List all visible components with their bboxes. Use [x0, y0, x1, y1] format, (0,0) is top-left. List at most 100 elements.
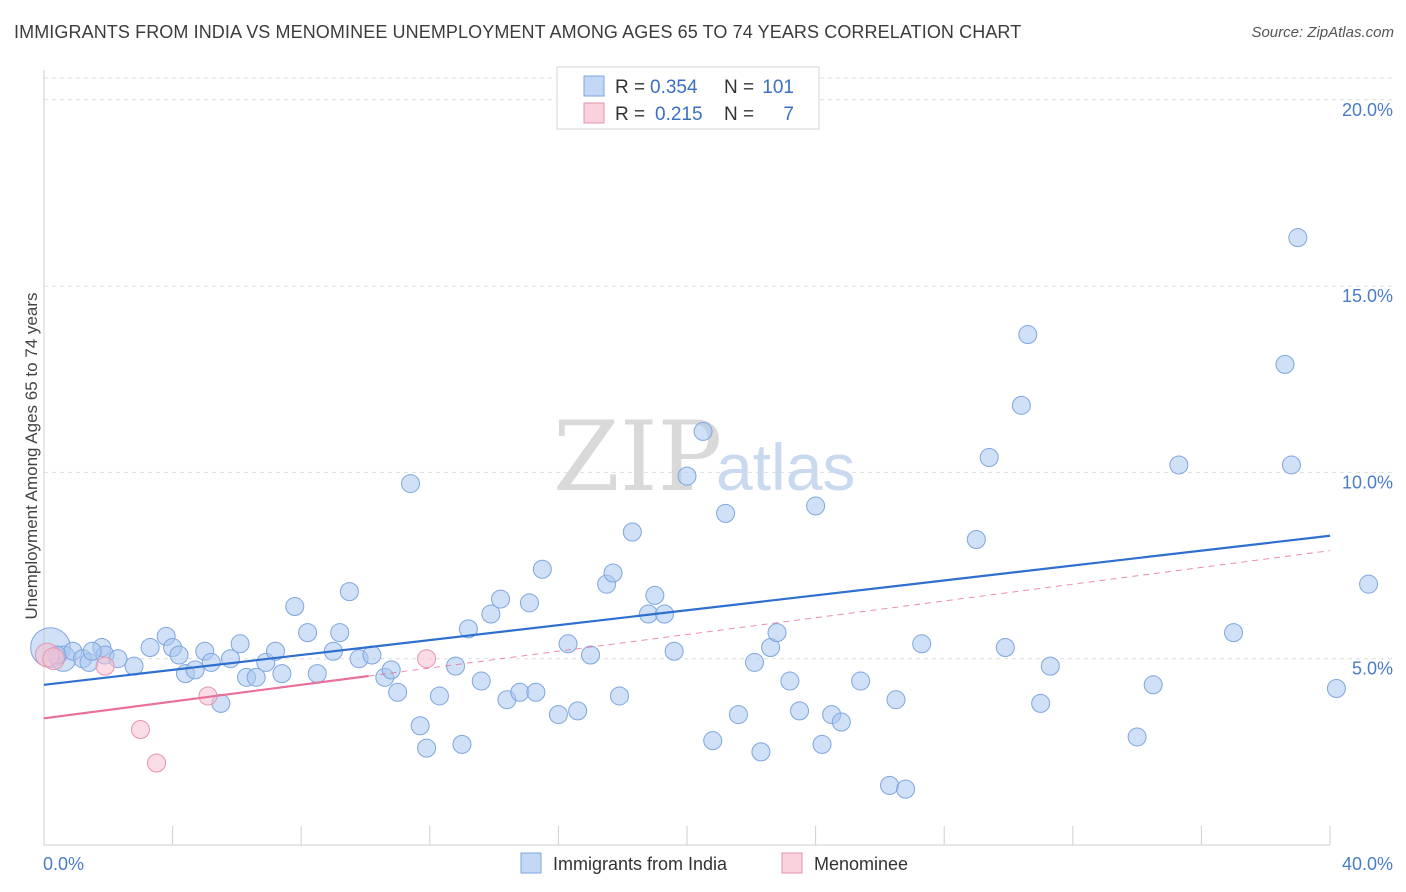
india-point-9 [124, 656, 144, 676]
india-point-61 [645, 585, 665, 605]
legend-box: R = 0.354 N = 101 R = 0.215 N = 7 [556, 66, 820, 130]
india-point-98 [1326, 679, 1346, 699]
bottom-legend-label-menominee: Menominee [814, 854, 908, 874]
india-point-10 [140, 638, 160, 658]
india-point-26 [285, 597, 305, 617]
india-point-65 [693, 421, 713, 441]
legend-n-value-1: 101 [762, 77, 794, 98]
india-point-80 [880, 775, 900, 795]
india-point-55 [581, 645, 601, 665]
legend-n-value-2: 7 [783, 104, 794, 125]
india-point-70 [751, 742, 771, 762]
y-tick-label-2: 15.0% [1342, 286, 1393, 306]
india-point-50 [526, 682, 546, 702]
india-point-59 [622, 522, 642, 542]
india-point-92 [1143, 675, 1163, 695]
india-point-89 [1031, 693, 1051, 713]
india-point-52 [548, 705, 568, 725]
india-point-31 [339, 582, 359, 602]
india-point-66 [703, 731, 723, 751]
bottom-legend: Immigrants from India Menominee [520, 852, 908, 874]
india-point-45 [481, 604, 501, 624]
india-point-91 [1127, 727, 1147, 747]
legend-n-label-2: N = [724, 104, 754, 125]
india-point-79 [851, 671, 871, 691]
legend-swatch-blue [583, 75, 605, 97]
india-point-81 [886, 690, 906, 710]
india-point-43 [458, 619, 478, 639]
menominee-point-3 [147, 753, 167, 773]
india-point-82 [896, 779, 916, 799]
bottom-legend-swatch-india [520, 852, 542, 874]
bottom-legend-label-india: Immigrants from India [553, 854, 728, 874]
india-point-27 [298, 623, 318, 643]
india-point-48 [510, 682, 530, 702]
india-point-28 [307, 664, 327, 684]
india-point-88 [1018, 325, 1038, 345]
y-tick-label-0: 5.0% [1352, 659, 1393, 679]
india-point-33 [362, 645, 382, 665]
y-tick-labels: 5.0% 10.0% 15.0% 20.0% [1342, 100, 1393, 679]
india-point-30 [330, 623, 350, 643]
menominee-point-6 [417, 649, 437, 669]
india-point-40 [429, 686, 449, 706]
series-menominee-points [35, 642, 437, 773]
india-point-67 [716, 503, 736, 523]
india-point-86 [995, 638, 1015, 658]
india-point-25 [272, 664, 292, 684]
india-point-83 [912, 634, 932, 654]
india-point-69 [745, 652, 765, 672]
legend-r-value-1: 0.354 [650, 77, 698, 98]
india-point-97 [1288, 228, 1308, 248]
watermark-atlas: atlas [716, 430, 855, 504]
india-point-24 [265, 641, 285, 661]
india-point-35 [381, 660, 401, 680]
india-point-63 [664, 641, 684, 661]
india-point-87 [1011, 395, 1031, 415]
gridlines [44, 77, 1395, 660]
chart-title: IMMIGRANTS FROM INDIA VS MENOMINEE UNEMP… [14, 22, 1022, 42]
legend-r-label-2: R = [615, 104, 645, 125]
india-point-74 [790, 701, 810, 721]
india-point-53 [558, 634, 578, 654]
india-point-38 [410, 716, 430, 736]
india-point-84 [966, 529, 986, 549]
india-point-68 [728, 705, 748, 725]
trend-lines [43, 534, 1331, 720]
menominee-point-2 [95, 656, 115, 676]
india-point-76 [812, 734, 832, 754]
india-point-8 [82, 641, 102, 661]
india-point-90 [1040, 656, 1060, 676]
india-point-78 [831, 712, 851, 732]
india-point-37 [401, 474, 421, 494]
india-point-17 [201, 652, 221, 672]
india-point-22 [246, 667, 266, 687]
y-tick-label-3: 20.0% [1342, 100, 1393, 120]
india-point-95 [1275, 354, 1295, 374]
india-point-36 [388, 682, 408, 702]
trend-line-india [43, 534, 1331, 686]
trend-line-menominee-solid [43, 674, 369, 720]
india-point-58 [609, 686, 629, 706]
india-point-46 [491, 589, 511, 609]
india-point-57 [603, 563, 623, 583]
india-point-75 [806, 496, 826, 516]
india-point-15 [185, 660, 205, 680]
x-tick-label-min: 0.0% [43, 854, 84, 874]
source-credit: Source: ZipAtlas.com [1251, 24, 1394, 41]
trend-line-menominee-dashed [368, 550, 1331, 677]
x-tick-labels: 0.0% 40.0% [43, 854, 1393, 874]
india-point-93 [1169, 455, 1189, 475]
india-point-41 [446, 656, 466, 676]
india-point-64 [677, 466, 697, 486]
india-point-94 [1224, 623, 1244, 643]
india-point-99 [1359, 574, 1379, 594]
india-point-49 [519, 593, 539, 613]
y-axis-label: Unemployment Among Ages 65 to 74 years [22, 293, 41, 620]
india-point-42 [452, 734, 472, 754]
legend-swatch-pink [583, 102, 605, 124]
india-point-13 [169, 645, 189, 665]
menominee-point-1 [42, 647, 65, 671]
india-point-51 [532, 559, 552, 579]
